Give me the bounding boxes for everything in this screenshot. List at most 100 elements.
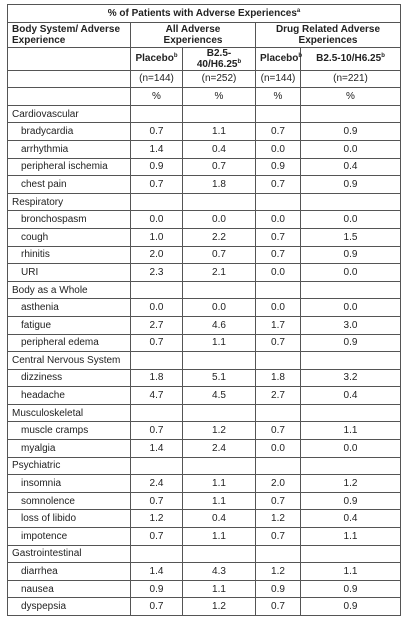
data-row: peripheral ischemia 0.9 0.7 0.9 0.4 — [7, 157, 401, 177]
value-cell: 2.0 — [255, 474, 301, 493]
empty-cell — [130, 280, 183, 300]
data-row: URI 2.3 2.1 0.0 0.0 — [7, 263, 401, 282]
value-cell: 0.9 — [300, 491, 401, 511]
value-cell: 0.9 — [300, 579, 401, 599]
group-row: Body as a Whole — [7, 280, 401, 300]
value-cell: 1.1 — [182, 333, 256, 353]
value-cell: 0.9 — [300, 333, 401, 353]
value-cell: 2.2 — [182, 227, 256, 247]
value-cell: 5.1 — [182, 368, 256, 388]
subheader-cell: B2.5-10/H6.25b — [300, 46, 401, 71]
value-cell: 0.7 — [182, 157, 256, 177]
data-row: cough 1.0 2.2 0.7 1.5 — [7, 227, 401, 247]
value-cell: 0.9 — [130, 157, 183, 177]
value-cell: 1.1 — [182, 122, 256, 141]
empty-cell — [182, 351, 256, 370]
value-cell: 0.4 — [182, 509, 256, 529]
data-row: dyspepsia 0.7 1.2 0.7 0.9 — [7, 597, 401, 616]
value-cell: 0.0 — [255, 210, 301, 229]
row-label: cough — [7, 227, 131, 247]
value-cell: 0.7 — [130, 175, 183, 194]
value-cell: 4.6 — [182, 315, 256, 335]
cell-text: Placebo — [260, 53, 299, 65]
empty-cell — [300, 351, 401, 370]
empty-cell — [130, 456, 183, 476]
empty-cell — [7, 87, 131, 106]
units-cell: % — [182, 87, 256, 106]
empty-cell — [300, 544, 401, 564]
data-row: asthenia 0.0 0.0 0.0 0.0 — [7, 298, 401, 317]
empty-cell — [130, 544, 183, 564]
cell-text: B2.5-40/H6.25 — [196, 47, 238, 70]
value-cell: 2.4 — [182, 439, 256, 458]
data-row: rhinitis 2.0 0.7 0.7 0.9 — [7, 245, 401, 265]
empty-cell — [300, 456, 401, 476]
group-name: Body as a Whole — [7, 280, 131, 300]
value-cell: 0.9 — [300, 597, 401, 616]
data-row: somnolence 0.7 1.1 0.7 0.9 — [7, 491, 401, 511]
value-cell: 2.1 — [182, 263, 256, 282]
row-label: nausea — [7, 579, 131, 599]
units-cell: % — [255, 87, 301, 106]
value-cell: 0.4 — [300, 157, 401, 177]
value-cell: 0.4 — [300, 386, 401, 405]
data-row: diarrhea 1.4 4.3 1.2 1.1 — [7, 562, 401, 581]
value-cell: 0.7 — [182, 245, 256, 265]
counts-cell: (n=252) — [182, 69, 256, 89]
value-cell: 0.0 — [182, 210, 256, 229]
data-row: impotence 0.7 1.1 0.7 1.1 — [7, 527, 401, 546]
group-row: Psychiatric — [7, 456, 401, 476]
row-label: peripheral edema — [7, 333, 131, 353]
row-label: insomnia — [7, 474, 131, 493]
value-cell: 0.7 — [255, 245, 301, 265]
row-label: headache — [7, 386, 131, 405]
value-cell: 1.1 — [182, 491, 256, 511]
value-cell: 0.7 — [255, 122, 301, 141]
empty-cell — [182, 104, 256, 124]
table-head: % of Patients with Adverse Experiencesa B… — [7, 4, 401, 106]
row-label: impotence — [7, 527, 131, 546]
value-cell: 0.4 — [300, 509, 401, 529]
value-cell: 3.2 — [300, 368, 401, 388]
value-cell: 1.0 — [130, 227, 183, 247]
footnote-mark: b — [381, 53, 385, 60]
empty-cell — [130, 351, 183, 370]
footnote-mark: b — [237, 58, 242, 65]
row-label: muscle cramps — [7, 421, 131, 441]
empty-cell — [130, 192, 183, 212]
value-cell: 0.0 — [182, 298, 256, 317]
data-row: fatigue 2.7 4.6 1.7 3.0 — [7, 315, 401, 335]
group-name: Psychiatric — [7, 456, 131, 476]
value-cell: 0.7 — [255, 491, 301, 511]
value-cell: 0.9 — [255, 157, 301, 177]
group-row: Gastrointestinal — [7, 544, 401, 564]
row-label: diarrhea — [7, 562, 131, 581]
value-cell: 0.7 — [130, 597, 183, 616]
value-cell: 0.7 — [130, 527, 183, 546]
group-name: Central Nervous System — [7, 351, 131, 370]
group-name: Gastrointestinal — [7, 544, 131, 564]
value-cell: 1.1 — [182, 579, 256, 599]
value-cell: 0.0 — [300, 210, 401, 229]
value-cell: 0.4 — [182, 139, 256, 159]
value-cell: 1.1 — [182, 474, 256, 493]
value-cell: 0.7 — [130, 333, 183, 353]
header-cell: Drug Related Adverse Experiences — [255, 21, 401, 48]
row-label: somnolence — [7, 491, 131, 511]
value-cell: 0.0 — [255, 139, 301, 159]
value-cell: 0.0 — [300, 139, 401, 159]
value-cell: 1.8 — [255, 368, 301, 388]
group-name: Cardiovascular — [7, 104, 131, 124]
value-cell: 0.9 — [255, 579, 301, 599]
counts-cell: (n=144) — [130, 69, 183, 89]
value-cell: 1.1 — [300, 527, 401, 546]
value-cell: 3.0 — [300, 315, 401, 335]
empty-cell — [300, 403, 401, 423]
data-row: peripheral edema 0.7 1.1 0.7 0.9 — [7, 333, 401, 353]
row-label: bronchospasm — [7, 210, 131, 229]
value-cell: 0.9 — [300, 175, 401, 194]
empty-cell — [255, 280, 301, 300]
value-cell: 2.3 — [130, 263, 183, 282]
value-cell: 0.9 — [300, 122, 401, 141]
group-name: Respiratory — [7, 192, 131, 212]
